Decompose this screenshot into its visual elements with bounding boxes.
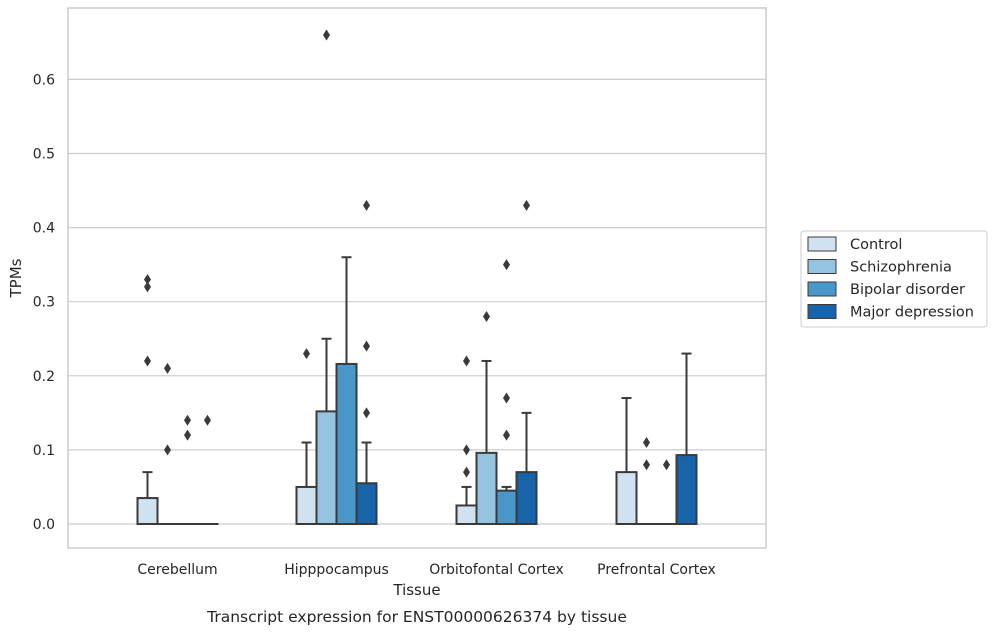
box-bipolar-disorder (495, 259, 518, 525)
outlier-point (184, 414, 191, 426)
outlier-point (663, 459, 670, 471)
legend-swatch (807, 304, 837, 319)
outlier-point (323, 29, 330, 41)
outlier-point (303, 348, 310, 360)
box-major-depression (355, 199, 378, 525)
x-tick-label: Orbitofontal Cortex (429, 562, 564, 578)
box (315, 410, 338, 526)
legend-label: Bipolar disorder (850, 282, 965, 298)
legend: Control Schizophrenia Bipolar disorder Majo… (800, 230, 988, 328)
box (615, 471, 638, 526)
outlier-point (503, 429, 510, 441)
x-tick-label: Cerebellum (137, 562, 217, 578)
outlier-point (463, 466, 470, 478)
legend-label: Major depression (850, 305, 974, 321)
y-axis-label: TPMs (7, 258, 25, 298)
box (355, 482, 378, 525)
outlier-point (503, 259, 510, 271)
gridlines (68, 78, 766, 525)
outlier-point (144, 273, 151, 285)
box-control (455, 355, 478, 526)
y-tick-label: 0.4 (33, 221, 55, 237)
y-tick-label: 0.2 (33, 369, 55, 385)
x-tick-label: Prefrontal Cortex (597, 562, 716, 578)
y-tick-label: 0.5 (33, 147, 55, 163)
x-axis-label: Tissue (392, 581, 440, 599)
plot-frame (67, 7, 767, 549)
outlier-point (184, 429, 191, 441)
y-tick-label: 0.1 (33, 443, 55, 459)
box-control (615, 397, 638, 526)
x-tick-labels: Cerebellum Hipppocampus Orbitofontal Corte… (137, 562, 715, 578)
legend-label: Control (850, 237, 902, 253)
box (136, 497, 159, 526)
y-tick-label: 0.3 (33, 295, 55, 311)
box (675, 454, 698, 526)
y-tick-label: 0.0 (33, 517, 55, 533)
box-schizophrenia (315, 29, 338, 526)
legend-label: Schizophrenia (850, 260, 952, 276)
y-tick-labels: 0.0 0.1 0.2 0.3 0.4 0.5 0.6 (33, 72, 55, 533)
box-schizophrenia (475, 311, 498, 526)
box-schizophrenia (156, 362, 179, 526)
outlier-point (204, 414, 211, 426)
legend-frame (800, 230, 988, 328)
outlier-point (144, 281, 151, 293)
box-major-depression (675, 352, 698, 526)
box-bipolar-disorder (655, 459, 678, 526)
outlier-point (643, 459, 650, 471)
box (295, 485, 318, 526)
outlier-point (363, 340, 370, 352)
box-major-depression (196, 414, 219, 526)
outlier-point (363, 407, 370, 419)
box (515, 471, 538, 526)
legend-swatch (807, 259, 837, 274)
outlier-point (523, 199, 530, 211)
box (495, 489, 518, 525)
outlier-point (164, 362, 171, 374)
box-bipolar-disorder (176, 414, 199, 526)
box (475, 451, 498, 526)
outlier-point (483, 311, 490, 323)
outlier-point (503, 392, 510, 404)
legend-swatch (807, 236, 837, 252)
outlier-point (463, 355, 470, 367)
outlier-point (164, 444, 171, 456)
x-tick-label: Hipppocampus (284, 562, 389, 578)
box-control (295, 348, 318, 526)
outlier-point (643, 436, 650, 448)
chart-caption: Transcript expression for ENST0000062637… (206, 608, 627, 626)
box-bipolar-disorder (335, 256, 358, 525)
box-major-depression (515, 199, 538, 526)
box (335, 362, 358, 525)
outlier-point (463, 444, 470, 456)
y-tick-label: 0.6 (33, 72, 55, 88)
box-control (136, 273, 159, 526)
outlier-point (144, 355, 151, 367)
box (455, 504, 478, 526)
boxes-layer (136, 29, 698, 526)
outlier-point (363, 199, 370, 211)
legend-swatch (807, 281, 837, 297)
